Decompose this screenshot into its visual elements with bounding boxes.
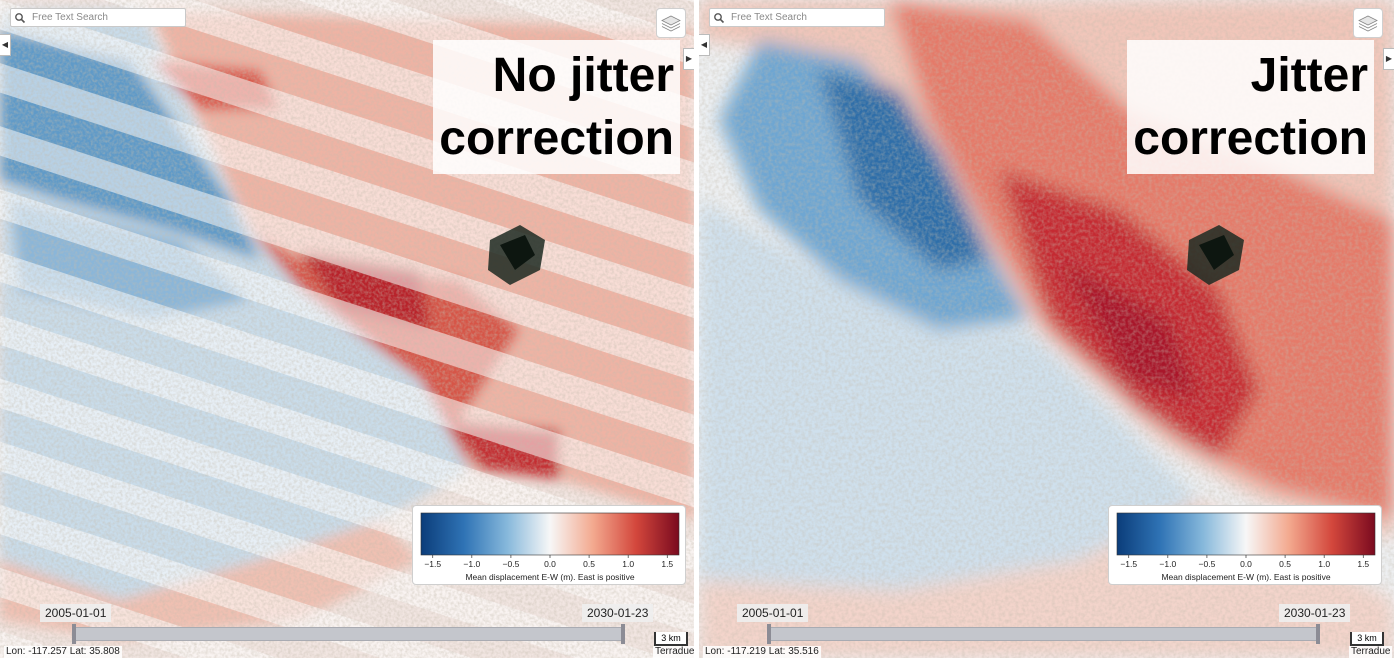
colorbar-tick-label: 0.0 [544,559,556,569]
timeline-slider[interactable] [74,627,624,641]
chevron-right-icon: ▶ [1385,54,1393,63]
layers-icon [661,15,681,32]
colorbar: −1.5 −1.0 −0.5 0.0 0.5 1.0 1.5 [1116,512,1376,569]
timeline-end-handle[interactable] [1316,624,1320,644]
search-icon[interactable] [713,12,725,24]
overlay-label-line-1: No jitter [492,49,674,102]
timeline-end-date: 2030-01-23 [582,604,654,622]
search-box[interactable] [10,8,186,27]
cursor-coordinates: Lon: -117.219 Lat: 35.516 [703,646,821,658]
search-input[interactable] [32,10,182,25]
timeline-start-handle[interactable] [767,624,771,644]
colorbar-tick-label: −1.5 [1120,559,1137,569]
collapse-right-tab[interactable]: ▶ [1383,48,1394,70]
overlay-label: No jitter correction [433,40,680,174]
colorbar-tick-label: 1.0 [1318,559,1330,569]
overlay-label-line-1: Jitter [1250,49,1368,102]
timeline-end-handle[interactable] [621,624,625,644]
colorbar-tick-label: 1.0 [622,559,634,569]
collapse-left-tab[interactable]: ◀ [699,34,710,56]
panel-divider [694,0,699,658]
colorbar-legend: −1.5 −1.0 −0.5 0.0 0.5 1.0 1.5 Mean displaceme… [1108,505,1382,585]
attribution: Terradue [653,646,694,658]
search-icon[interactable] [14,12,26,24]
colorbar-gradient [1116,512,1376,556]
colorbar-caption: Mean displacement E-W (m). East is posit… [465,572,635,582]
colorbar-tick-label: −0.5 [1199,559,1216,569]
timeline-start-handle[interactable] [72,624,76,644]
timeline-start-date: 2005-01-01 [737,604,809,622]
colorbar-gradient [420,512,680,556]
map-panel-right[interactable]: ◀ ▶ Jitter correction −1.5 −1.0 −0.5 0.0 0.5… [699,0,1394,658]
attribution: Terradue [1349,646,1393,658]
scale-bar: 3 km [1350,632,1384,646]
colorbar-tick-label: −1.5 [424,559,441,569]
collapse-left-tab[interactable]: ◀ [0,34,11,56]
timeline-start-date: 2005-01-01 [40,604,112,622]
search-input[interactable] [731,10,881,25]
colorbar: −1.5 −1.0 −0.5 0.0 0.5 1.0 1.5 [420,512,680,569]
layers-button[interactable] [1353,8,1383,38]
overlay-label-line-2: correction [1133,112,1368,165]
colorbar-tick-label: −1.0 [1159,559,1176,569]
chevron-left-icon: ◀ [700,40,708,49]
map-panel-left[interactable]: ◀ ▶ No jitter correction −1.5 −1.0 −0.5 0.0… [0,0,694,658]
overlay-label: Jitter correction [1127,40,1374,174]
overlay-label-line-2: correction [439,112,674,165]
colorbar-tick-label: −0.5 [503,559,520,569]
timeline-slider[interactable] [769,627,1319,641]
chevron-right-icon: ▶ [685,54,693,63]
search-box[interactable] [709,8,885,27]
collapse-right-tab[interactable]: ▶ [683,48,694,70]
colorbar-caption: Mean displacement E-W (m). East is posit… [1161,572,1331,582]
cursor-coordinates: Lon: -117.257 Lat: 35.808 [4,646,122,658]
colorbar-tick-label: −1.0 [463,559,480,569]
chevron-left-icon: ◀ [1,40,9,49]
colorbar-tick-label: 1.5 [1357,559,1369,569]
colorbar-tick-label: 0.0 [1240,559,1252,569]
colorbar-tick-label: 0.5 [583,559,595,569]
scale-bar: 3 km [654,632,688,646]
colorbar-tick-label: 1.5 [661,559,673,569]
colorbar-tick-label: 0.5 [1279,559,1291,569]
layers-button[interactable] [656,8,686,38]
layers-icon [1358,15,1378,32]
colorbar-legend: −1.5 −1.0 −0.5 0.0 0.5 1.0 1.5 Mean displaceme… [412,505,686,585]
timeline-end-date: 2030-01-23 [1279,604,1351,622]
